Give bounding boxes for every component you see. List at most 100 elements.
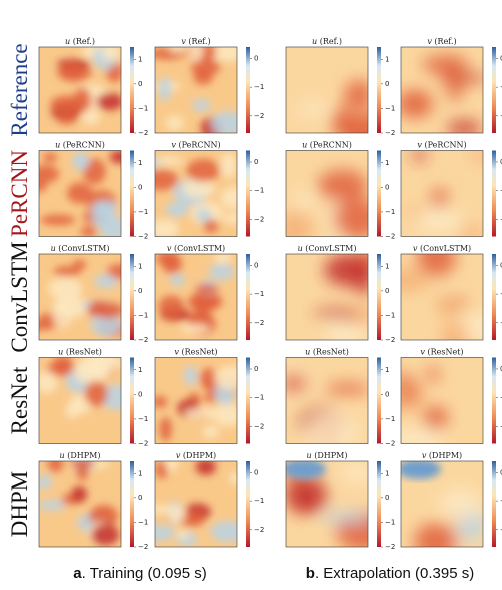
colorbar-tick-label: −2 [385,233,395,241]
panel-frame [154,150,238,237]
blob [320,512,368,523]
blob [155,461,169,479]
colorbar-tick-label: −2 [500,215,502,223]
blob [53,266,81,277]
blob [422,55,469,74]
heatmap [401,47,483,133]
colorbar-tick-label: 0 [385,183,389,191]
text-part: (DHPM) [67,451,100,460]
blob [73,87,92,112]
colorbar-tick-label: −1 [254,83,264,91]
blob [437,299,459,316]
row-label: Reference [7,43,32,136]
colorbar-tick-label: −2 [385,543,395,551]
colorbar-tick-label: −2 [500,112,502,120]
colorbar-tick-label: −1 [500,394,502,402]
text-part: (Ref.) [188,37,210,46]
text-part: v [420,348,425,357]
colorbar-tick-label: −2 [138,440,148,448]
blob [164,461,178,472]
blob [414,522,458,547]
panel-frame [400,253,484,341]
blob [190,58,221,76]
blob [155,156,183,165]
blob [203,219,219,233]
panel-title: v (DHPM) [176,451,216,460]
text-part: (ConvLSTM) [174,244,225,253]
colorbar-tick-label: −1 [138,518,148,526]
text-part: (DHPM) [314,451,347,460]
colorbar-tick-label: −2 [254,112,264,120]
blobs [286,368,368,444]
blob [72,151,90,171]
colorbar-tick-label: −2 [138,233,148,241]
panel-title: u (PeRCNN) [302,141,352,150]
colorbar [246,150,250,237]
colorbar-tick-label: 0 [138,80,142,88]
colorbar-tick-label: −2 [254,422,264,430]
blob [82,109,101,125]
heatmap [155,254,237,340]
colorbar [246,357,250,444]
blob [401,461,441,479]
blob [39,179,47,193]
blob [333,198,368,237]
colorbar [130,47,134,133]
text-part: (ResNet) [428,348,464,357]
blob [184,407,219,419]
blob [214,254,232,264]
colorbar-tick-label: 1 [138,55,142,63]
blob [72,259,87,270]
blob [324,254,368,287]
blob [46,362,77,377]
text-part: a [73,565,82,582]
colorbar-tick-label: 0 [385,287,389,295]
colorbar-tick-label: 0 [500,365,502,373]
text-part: u [65,37,70,46]
blobs [155,152,237,237]
colorbar [246,47,250,133]
blob [195,208,212,223]
heatmap [286,254,368,340]
blob [82,158,106,185]
blob [195,283,219,294]
text-part: v [167,244,172,253]
colorbar-tick-label: −2 [500,319,502,327]
blob [446,120,482,133]
blob [39,164,60,183]
colorbar-tick-label: 0 [138,183,142,191]
text-part: v [427,37,432,46]
blob [94,274,118,289]
colorbar [130,461,134,547]
blob [168,47,187,53]
blob [204,392,217,403]
blob [182,179,216,198]
panel-frame [38,460,122,548]
blob [357,263,368,298]
colorbar [492,254,496,340]
text-part: (Ref.) [73,37,95,46]
colorbar-tick-label: 1 [385,469,389,477]
blob [109,359,121,369]
blob [213,47,237,55]
blobs [414,488,483,547]
colorbar-tick-label: −2 [385,129,395,137]
blob [317,169,368,202]
panel-frame [38,46,122,134]
blob [61,63,83,80]
text-part: u [51,244,56,253]
blob [109,150,121,164]
colorbar-tick-label: −2 [138,129,148,137]
blob [220,152,237,178]
panel-frame [285,357,369,444]
text-part: (PeRCNN) [63,141,105,150]
colorbar [377,254,381,340]
blob [208,263,235,280]
colorbar [246,254,250,340]
blob [302,411,359,444]
panel-title: u (ConvLSTM) [51,244,110,253]
blobs [39,357,121,419]
text-part: (ResNet) [182,348,218,357]
blob [48,277,82,300]
